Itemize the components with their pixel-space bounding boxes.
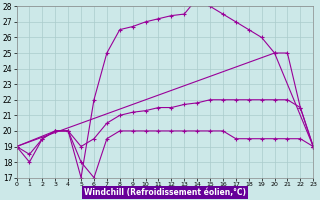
X-axis label: Windchill (Refroidissement éolien,°C): Windchill (Refroidissement éolien,°C) bbox=[84, 188, 246, 197]
